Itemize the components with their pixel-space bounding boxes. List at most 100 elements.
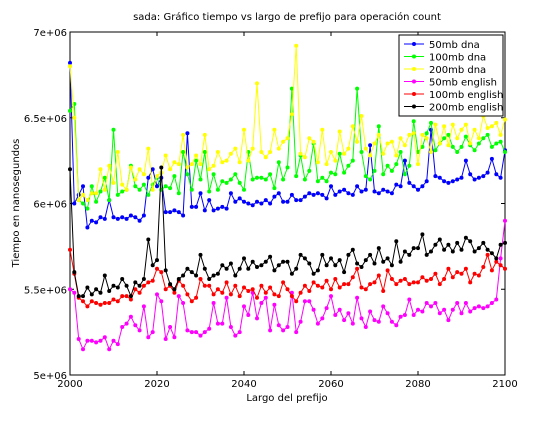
data-point	[372, 168, 377, 173]
data-point	[202, 330, 207, 335]
data-point	[81, 347, 85, 352]
data-point	[476, 141, 481, 146]
data-point	[120, 215, 125, 220]
data-point	[111, 180, 116, 185]
data-point	[350, 247, 355, 252]
data-point	[146, 335, 151, 340]
data-point	[342, 318, 347, 323]
data-point	[215, 187, 220, 192]
data-point	[89, 299, 94, 304]
data-point	[228, 151, 233, 156]
data-point	[202, 208, 207, 213]
data-point	[398, 314, 403, 319]
data-point	[246, 313, 251, 317]
data-point	[250, 177, 255, 182]
data-point	[311, 271, 316, 276]
data-point	[189, 204, 194, 209]
data-point	[250, 203, 255, 208]
data-point	[385, 163, 390, 168]
data-point	[489, 124, 494, 129]
data-point	[255, 316, 259, 321]
data-point	[333, 277, 338, 281]
data-point	[311, 307, 316, 312]
x-tick-label: 2100	[492, 379, 517, 390]
data-point	[485, 247, 490, 252]
data-point	[311, 280, 316, 285]
data-point	[111, 297, 116, 302]
data-point	[376, 124, 381, 129]
legend-label: 200mb english	[429, 103, 503, 114]
data-point	[420, 132, 425, 137]
data-point	[211, 273, 216, 278]
data-point	[72, 290, 77, 295]
data-point	[72, 201, 77, 206]
data-point	[276, 323, 281, 328]
data-point	[429, 120, 433, 125]
data-point	[224, 180, 229, 185]
data-point	[302, 177, 307, 182]
data-point	[163, 153, 168, 158]
data-point	[111, 283, 116, 288]
data-point	[237, 196, 242, 201]
data-point	[259, 201, 264, 206]
series-100mb-english	[68, 247, 507, 309]
data-point	[398, 184, 403, 189]
data-point	[302, 155, 307, 160]
data-point	[102, 335, 107, 340]
data-point	[350, 275, 355, 280]
data-point	[85, 285, 90, 290]
data-point	[168, 167, 173, 172]
data-point	[481, 240, 486, 245]
data-point	[407, 180, 412, 185]
data-point	[342, 270, 347, 275]
data-point	[202, 266, 207, 271]
data-point	[463, 301, 468, 305]
data-point	[472, 306, 477, 311]
data-point	[372, 280, 377, 285]
data-point	[363, 187, 368, 192]
data-point	[276, 160, 281, 165]
data-point	[411, 119, 416, 124]
data-point	[368, 143, 373, 148]
data-point	[120, 277, 125, 281]
data-point	[281, 328, 286, 333]
data-point	[220, 321, 225, 326]
data-point	[128, 213, 133, 218]
data-point	[98, 215, 103, 220]
data-point	[433, 271, 438, 276]
data-point	[446, 143, 451, 148]
data-point	[285, 287, 290, 292]
data-point	[442, 136, 447, 141]
data-point	[85, 198, 90, 203]
data-point	[394, 153, 399, 158]
data-point	[242, 199, 246, 204]
data-point	[402, 158, 407, 163]
data-point	[307, 289, 312, 293]
x-tick-label: 2080	[405, 379, 430, 390]
data-point	[176, 277, 181, 281]
data-point	[337, 129, 342, 134]
data-point	[189, 299, 194, 304]
data-point	[233, 283, 238, 288]
data-point	[281, 199, 286, 204]
data-point	[155, 266, 159, 271]
data-point	[411, 131, 416, 136]
data-point	[442, 124, 447, 129]
data-point	[150, 330, 155, 335]
data-point	[150, 187, 155, 192]
data-point	[463, 266, 468, 271]
data-point	[372, 261, 377, 266]
data-point	[455, 150, 460, 154]
data-point	[485, 170, 490, 175]
data-point	[459, 271, 464, 276]
data-point	[172, 290, 177, 295]
data-point	[124, 294, 129, 299]
data-point	[320, 192, 325, 197]
data-point	[111, 127, 116, 132]
data-point	[498, 256, 503, 261]
data-point	[489, 301, 494, 305]
data-point	[168, 210, 173, 215]
data-point	[81, 294, 85, 299]
data-point	[476, 273, 481, 278]
